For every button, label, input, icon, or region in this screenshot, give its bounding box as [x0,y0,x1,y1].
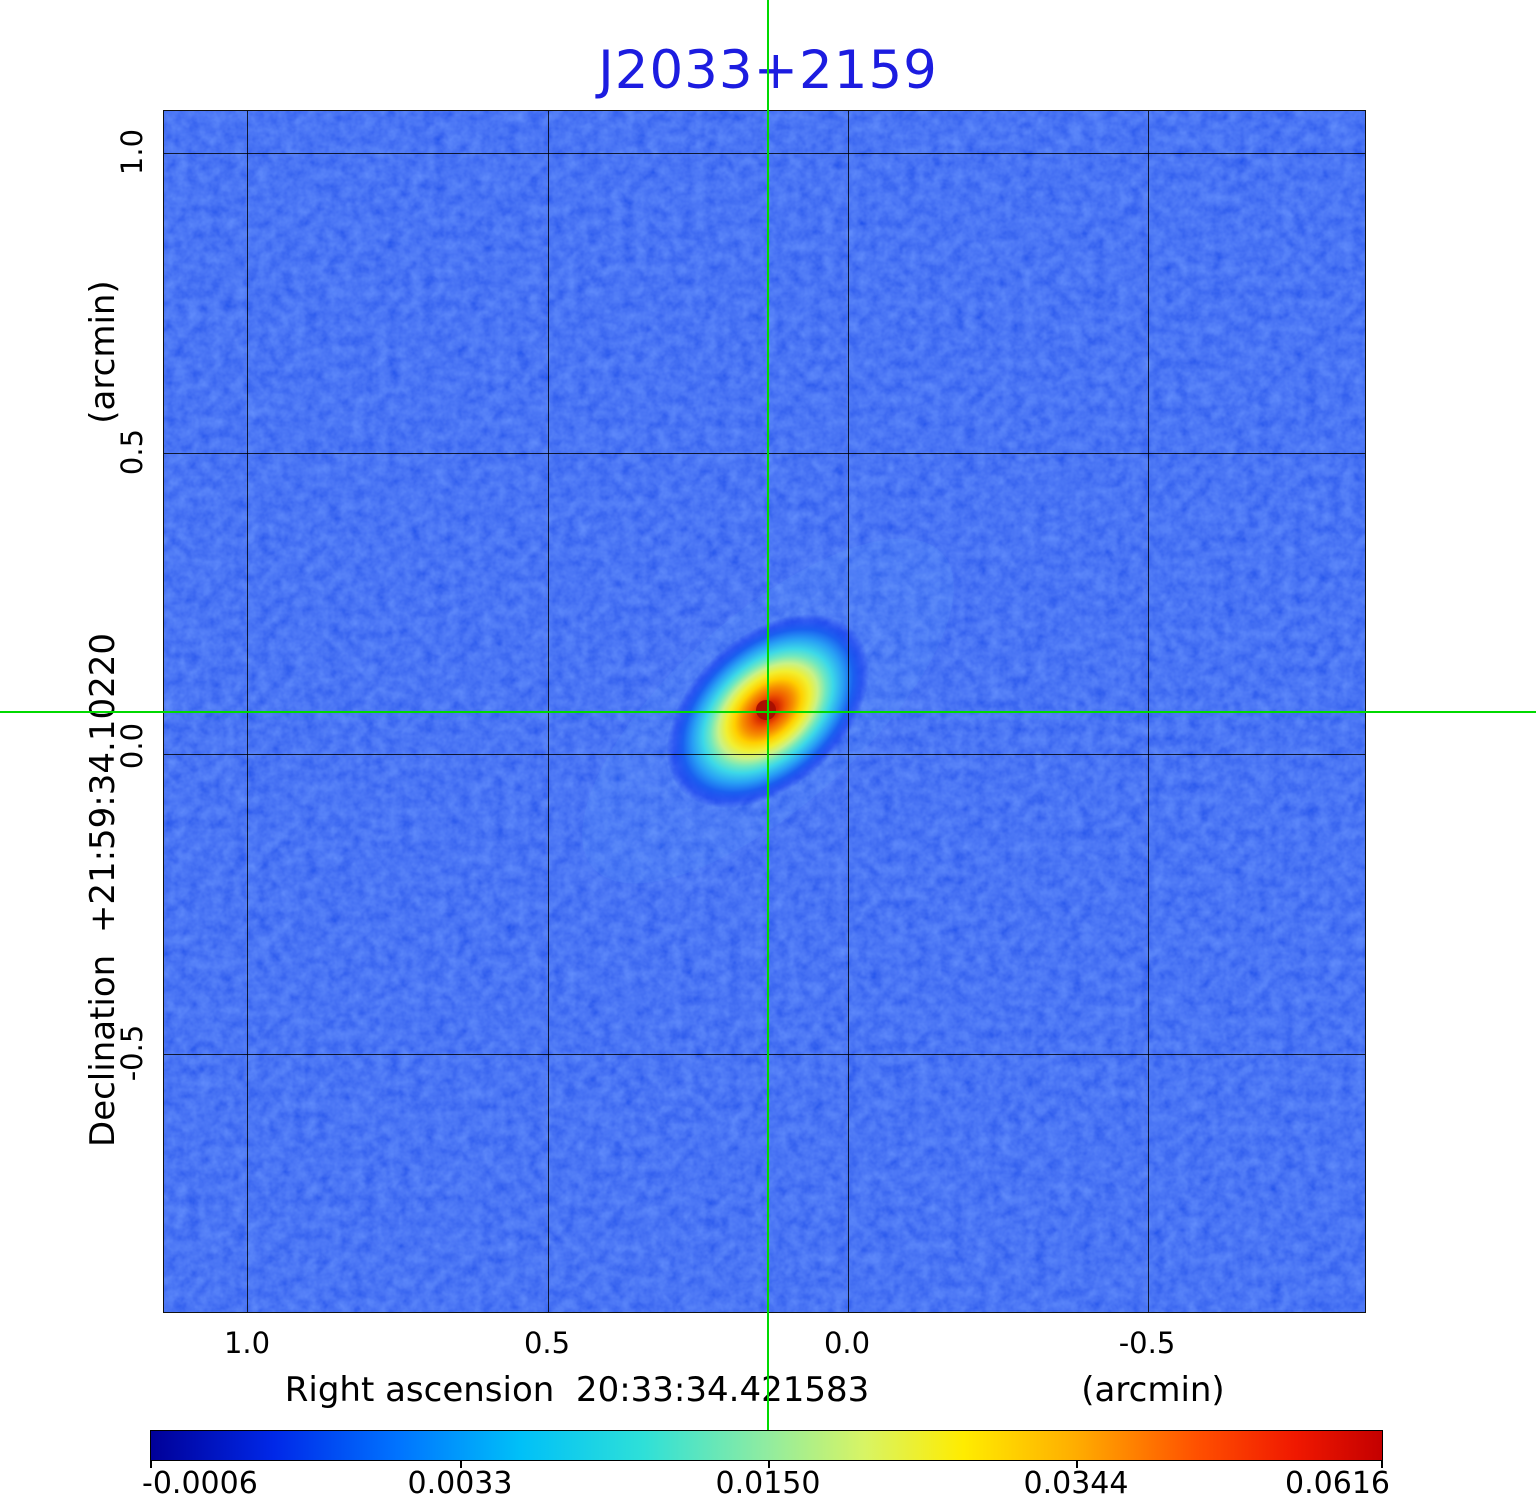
colorbar-label-min: -0.0006 [142,1466,258,1500]
crosshair-horizontal-line [0,711,1536,713]
y-axis-unit-label: (arcmin) [83,280,123,424]
gridline-dec-0.0 [164,754,1365,755]
x-axis-unit-label: (arcmin) [1081,1370,1225,1410]
xtick-0.0: 0.0 [823,1326,871,1360]
colorbar-tick-4 [1381,1461,1383,1468]
colorbar-gradient [150,1430,1383,1461]
crosshair-vertical-line [767,0,769,1430]
x-axis-label: Right ascension 20:33:34.421583 [284,1370,870,1410]
xtick--0.5: -0.5 [1118,1326,1176,1360]
ytick-1.0: 1.0 [115,128,149,176]
ytick-0.5: 0.5 [115,428,149,476]
gridline-dec-0.5 [164,453,1365,454]
source-core [756,700,776,720]
colorbar-tick-3 [1076,1461,1078,1468]
colorbar-tick-2 [768,1461,770,1468]
colorbar-label-2: 0.0150 [715,1466,821,1500]
colorbar-label-max: 0.0616 [1285,1466,1390,1500]
xtick-1.0: 1.0 [223,1326,271,1360]
colorbar-tick-0 [150,1461,152,1468]
colorbar-tick-1 [460,1461,462,1468]
xtick-0.5: 0.5 [523,1326,571,1360]
gridline-dec-1.0 [164,153,1365,154]
colorbar-label-1: 0.0033 [407,1466,513,1500]
colorbar-label-3: 0.0344 [1023,1466,1129,1500]
gridline-dec--0.5 [164,1054,1365,1055]
